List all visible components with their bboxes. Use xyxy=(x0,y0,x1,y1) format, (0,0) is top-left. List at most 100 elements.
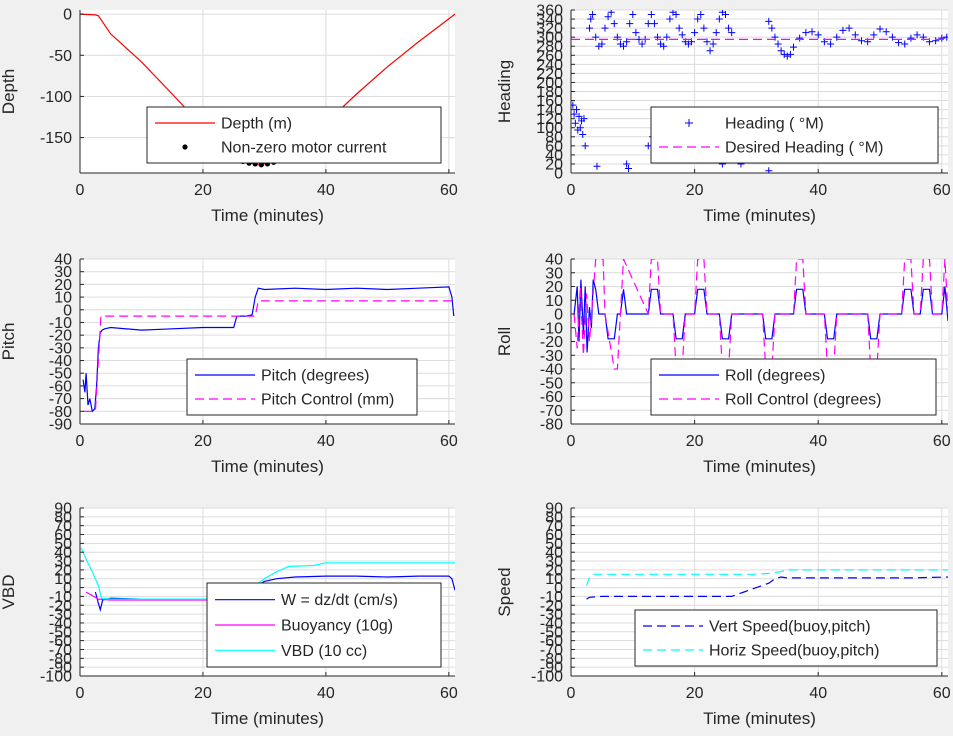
data-point xyxy=(581,142,589,150)
y-tick-label: 200 xyxy=(536,75,563,92)
y-tick-label: 10 xyxy=(54,571,72,588)
panel-speed: 0 20 40 609080706050403020100-10-20-30-40-5… xyxy=(495,501,951,729)
y-tick-label: 0 xyxy=(554,166,563,183)
x-axis-label: Time (minutes) xyxy=(703,457,816,476)
y-tick-label: 0 xyxy=(63,7,72,24)
y-tick-label: 30 xyxy=(54,264,72,281)
y-tick-label: 90 xyxy=(545,501,563,518)
data-point xyxy=(851,31,859,39)
data-point xyxy=(579,131,587,139)
y-tick-label: -40 xyxy=(49,353,72,370)
data-point xyxy=(571,110,578,118)
panel-vbd: 0 20 40 609080706050403020100-10-20-30-40-5… xyxy=(0,501,458,729)
legend: Depth (m) Non-zero motor current xyxy=(146,106,442,164)
y-tick-label: -50 xyxy=(49,624,72,641)
data-point xyxy=(644,20,652,28)
y-axis-label: Depth xyxy=(0,69,18,114)
legend-box xyxy=(146,106,442,164)
legend-box xyxy=(650,106,939,164)
data-point xyxy=(857,37,865,45)
y-tick-label: 340 xyxy=(536,12,563,29)
x-tick-label: 40 xyxy=(809,685,827,702)
legend-box xyxy=(186,358,418,416)
data-point xyxy=(610,20,618,28)
y-tick-label: 80 xyxy=(545,509,563,526)
y-tick-label: -60 xyxy=(49,378,72,395)
data-point xyxy=(802,29,810,37)
data-point xyxy=(728,29,736,37)
data-point xyxy=(626,20,634,28)
data-point xyxy=(780,50,788,58)
y-tick-label: 40 xyxy=(545,147,563,164)
data-point xyxy=(777,47,785,55)
data-point xyxy=(709,40,717,48)
y-tick-label: -20 xyxy=(49,328,72,345)
y-tick-label: -20 xyxy=(540,598,563,615)
data-point xyxy=(882,28,890,36)
data-point xyxy=(725,24,733,32)
data-point xyxy=(814,31,822,39)
data-point xyxy=(783,52,791,60)
legend: W = dz/dt (cm/s) Buoyancy (10g) VBD (10 cc… xyxy=(206,582,442,668)
y-tick-label: 160 xyxy=(536,93,563,110)
y-tick-label: -10 xyxy=(540,589,563,606)
y-tick-label: 30 xyxy=(545,554,563,571)
x-tick-label: 20 xyxy=(686,433,704,450)
x-tick-label: 0 xyxy=(567,433,576,450)
x-tick-label: 0 xyxy=(76,182,85,199)
data-point xyxy=(694,15,702,23)
y-tick-label: -40 xyxy=(540,615,563,632)
y-tick-label: -10 xyxy=(49,589,72,606)
y-tick-label: 0 xyxy=(63,302,72,319)
data-point xyxy=(913,31,921,39)
y-tick-label: -80 xyxy=(49,404,72,421)
data-point xyxy=(593,162,601,170)
data-point xyxy=(587,15,595,23)
y-tick-label: 20 xyxy=(545,156,563,173)
y-tick-label: -100 xyxy=(531,669,563,686)
data-point xyxy=(845,24,853,32)
legend-label: Pitch (degrees) xyxy=(261,368,370,385)
y-tick-label: -70 xyxy=(540,642,563,659)
series-line-0 xyxy=(82,286,455,413)
data-point xyxy=(650,20,658,28)
x-tick-label: 60 xyxy=(933,182,951,199)
data-point xyxy=(808,28,816,36)
x-tick-label: 0 xyxy=(567,182,576,199)
y-tick-label: -100 xyxy=(40,89,72,106)
x-tick-label: 40 xyxy=(809,433,827,450)
x-tick-label: 20 xyxy=(686,685,704,702)
x-axis-label: Time (minutes) xyxy=(703,709,816,728)
y-tick-label: -70 xyxy=(49,391,72,408)
y-tick-label: -40 xyxy=(49,615,72,632)
x-axis-label: Time (minutes) xyxy=(211,457,324,476)
y-tick-label: -50 xyxy=(49,366,72,383)
data-point xyxy=(768,24,776,32)
x-tick-label: 20 xyxy=(686,182,704,199)
legend-label: Depth (m) xyxy=(221,116,292,133)
y-tick-label: 40 xyxy=(54,545,72,562)
data-point xyxy=(765,17,773,25)
y-tick-label: 20 xyxy=(545,279,563,296)
y-tick-label: 10 xyxy=(545,293,563,310)
data-point xyxy=(580,115,588,123)
x-tick-label: 0 xyxy=(76,685,85,702)
y-tick-label: -20 xyxy=(49,598,72,615)
y-tick-label: 80 xyxy=(54,509,72,526)
y-tick-label: 60 xyxy=(545,527,563,544)
y-tick-label: 280 xyxy=(536,39,563,56)
data-point xyxy=(786,50,794,58)
data-point xyxy=(598,40,606,48)
x-tick-label: 60 xyxy=(440,182,458,199)
data-layer xyxy=(585,569,948,600)
legend-label: Horiz Speed(buoy,pitch) xyxy=(709,643,879,660)
y-tick-label: -90 xyxy=(540,660,563,677)
legend-label: Vert Speed(buoy,pitch) xyxy=(709,619,871,636)
data-point xyxy=(638,40,646,48)
data-point xyxy=(607,10,615,16)
data-point xyxy=(691,29,699,37)
data-point xyxy=(601,24,609,32)
y-tick-label: -60 xyxy=(49,633,72,650)
data-point xyxy=(722,11,730,19)
y-tick-label: -50 xyxy=(49,48,72,65)
